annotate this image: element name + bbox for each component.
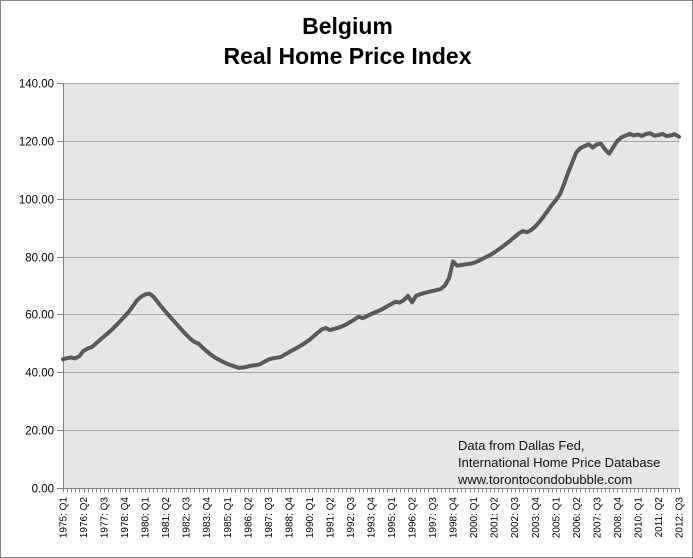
x-axis-label: 1986: Q2 xyxy=(243,497,254,539)
y-axis-label: 120.00 xyxy=(19,137,54,149)
source-line-2: International Home Price Database xyxy=(458,455,661,470)
x-axis-label: 1978: Q4 xyxy=(120,497,131,539)
x-axis-label: 1977: Q3 xyxy=(100,497,111,539)
x-axis-label: 2010: Q1 xyxy=(633,497,644,539)
x-axis-label: 1983: Q4 xyxy=(202,497,213,539)
x-axis-label: 2007: Q3 xyxy=(592,497,603,539)
x-axis-label: 1997: Q3 xyxy=(428,497,439,539)
y-axis-label: 40.00 xyxy=(25,368,54,380)
x-axis-label: 1976: Q2 xyxy=(79,497,90,539)
x-axis-label: 1995: Q1 xyxy=(387,497,398,539)
y-axis-label: 0.00 xyxy=(32,484,54,496)
x-axis-label: 2006: Q2 xyxy=(572,497,583,539)
source-annotation: Data from Dallas Fed, International Home… xyxy=(458,437,660,488)
x-axis-label: 2008: Q4 xyxy=(613,497,624,539)
x-axis-label: 1988: Q4 xyxy=(284,497,295,539)
x-axis-label: 1987: Q3 xyxy=(264,497,275,539)
x-axis-label: 2001: Q2 xyxy=(490,497,501,539)
y-axis-label: 20.00 xyxy=(25,426,54,438)
x-axis-label: 1982: Q3 xyxy=(182,497,193,539)
x-axis-label: 2012: Q3 xyxy=(675,497,686,539)
x-axis-label: 1991: Q2 xyxy=(325,497,336,539)
x-axis-label: 1985: Q1 xyxy=(223,497,234,539)
x-axis-label: 1992: Q3 xyxy=(346,497,357,539)
source-line-1: Data from Dallas Fed, xyxy=(458,438,585,453)
x-axis-label: 1993: Q4 xyxy=(367,497,378,539)
y-axis-label: 60.00 xyxy=(25,310,54,322)
series-line xyxy=(61,131,681,370)
x-axis-label: 1981: Q2 xyxy=(161,497,172,539)
y-axis-label: 140.00 xyxy=(19,79,54,91)
chart-title: Belgium Real Home Price Index xyxy=(1,11,692,71)
x-axis-label: 2002: Q3 xyxy=(510,497,521,539)
x-axis-label: 1980: Q1 xyxy=(141,497,152,539)
x-axis-label: 2005: Q1 xyxy=(551,497,562,539)
chart-title-line2: Real Home Price Index xyxy=(223,43,472,69)
y-axis-label: 80.00 xyxy=(25,253,54,265)
x-axis-label: 1990: Q1 xyxy=(305,497,316,539)
x-axis-label: 2011: Q2 xyxy=(654,497,665,538)
x-axis-label: 2003: Q4 xyxy=(531,497,542,539)
source-line-3: www.torontocondobubble.com xyxy=(458,472,633,487)
y-axis-label: 100.00 xyxy=(19,195,54,207)
x-axis-label: 1998: Q4 xyxy=(449,497,460,539)
chart-title-line1: Belgium xyxy=(302,13,393,39)
x-axis-label: 1996: Q2 xyxy=(408,497,419,539)
x-axis-label: 2000: Q1 xyxy=(469,497,480,539)
x-axis-label: 1975: Q1 xyxy=(59,497,70,539)
